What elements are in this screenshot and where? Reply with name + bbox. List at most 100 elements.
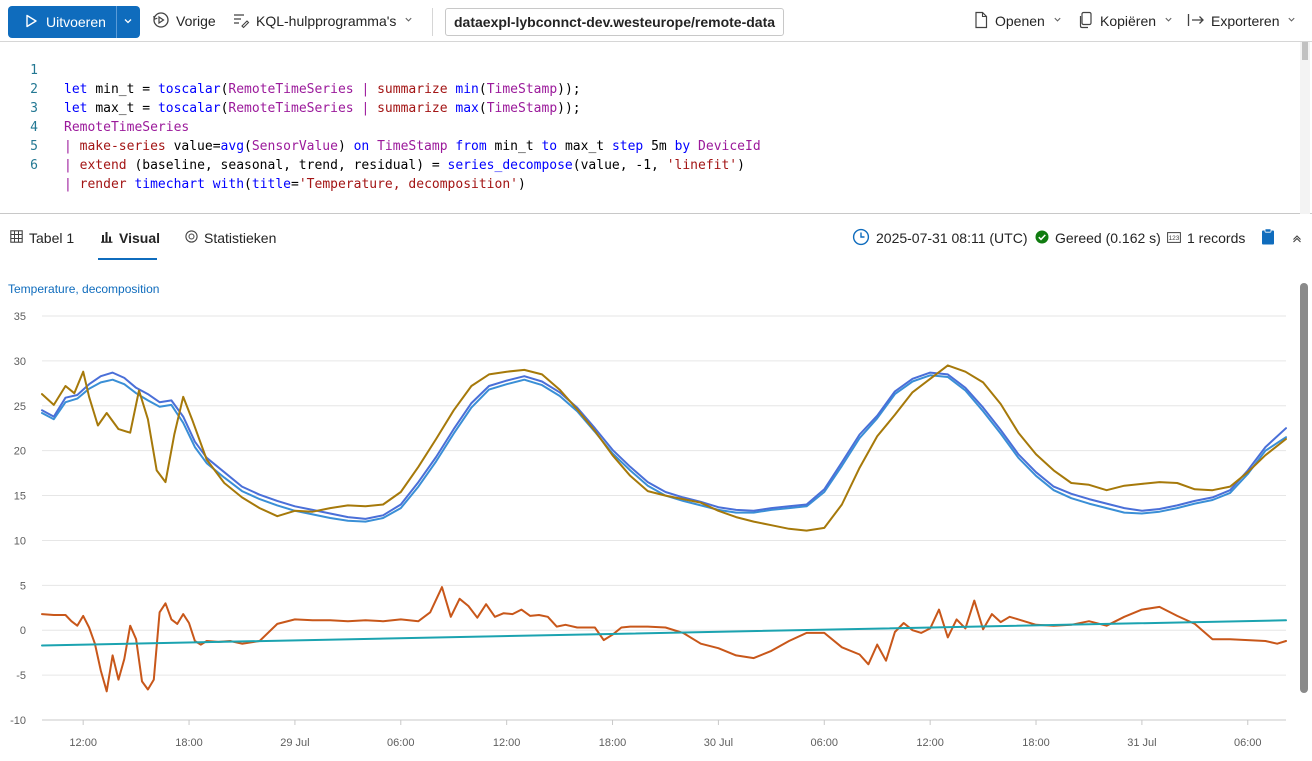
code-text: | render timechart with(title='Temperatu… — [64, 177, 526, 192]
code-line: 1 let min_t = toscalar(RemoteTimeSeries … — [0, 42, 580, 97]
chart-area: 35 30 25 20 15 10 5 0 -5 -10 12:00 18:00 29 Jul 06:00… — [0, 300, 1296, 761]
previous-label: Vorige — [176, 13, 216, 29]
previous-button[interactable]: Vorige — [152, 0, 216, 42]
cluster-database-selector[interactable]: dataexpl-lybconnct-dev.westeurope/remote… — [445, 8, 785, 36]
line-number: 4 — [30, 120, 38, 135]
chevron-down-icon — [404, 15, 413, 27]
export-label: Exporteren — [1211, 13, 1280, 29]
gauge-icon — [185, 230, 198, 246]
y-tick-label: 5 — [20, 580, 26, 592]
query-editor[interactable]: 1 let min_t = toscalar(RemoteTimeSeries … — [0, 42, 1312, 214]
tab-table-1[interactable]: Tabel 1 — [10, 215, 74, 261]
x-tick-label: 30 Jul — [704, 737, 733, 749]
x-tick-label: 18:00 — [175, 737, 203, 749]
open-menu[interactable]: Openen — [973, 0, 1062, 42]
query-toolbar: Uitvoeren Vorige KQL-hulpprogramma's dat… — [0, 0, 1312, 42]
x-tick-label: 06:00 — [1234, 737, 1262, 749]
history-icon — [152, 11, 170, 32]
table-icon — [10, 230, 23, 246]
x-tick-label: 18:00 — [599, 737, 627, 749]
y-tick-label: 0 — [20, 625, 26, 637]
code-line: 6 | render timechart with(title='Tempera… — [0, 137, 526, 192]
results-scrollbar[interactable] — [1298, 265, 1310, 761]
line-number: 3 — [30, 101, 38, 116]
y-tick-label: -10 — [10, 715, 26, 727]
y-tick-label: 25 — [14, 401, 26, 413]
open-label: Openen — [995, 13, 1045, 29]
y-tick-label: 20 — [14, 446, 26, 458]
chart-title: Temperature, decomposition — [8, 282, 160, 296]
chevron-down-icon — [1287, 15, 1296, 27]
x-tick-label: 06:00 — [811, 737, 839, 749]
x-tick-label: 06:00 — [387, 737, 415, 749]
kql-tools-label: KQL-hulpprogramma's — [256, 13, 397, 29]
document-icon — [973, 11, 989, 32]
clipboard-button[interactable] — [1261, 215, 1275, 261]
chevron-down-icon — [123, 13, 133, 31]
x-tick-label: 31 Jul — [1127, 737, 1156, 749]
line-number: 2 — [30, 82, 38, 97]
code-text: let min_t = toscalar(RemoteTimeSeries | … — [64, 82, 581, 97]
timechart[interactable]: 35 30 25 20 15 10 5 0 -5 -10 12:00 18:00 29 Jul 06:00… — [0, 300, 1296, 761]
x-tick-label: 18:00 — [1022, 737, 1050, 749]
export-icon — [1187, 12, 1205, 31]
code-text: let max_t = toscalar(RemoteTimeSeries | … — [64, 101, 581, 116]
collapse-results-button[interactable] — [1292, 215, 1302, 261]
code-line: 2 let max_t = toscalar(RemoteTimeSeries … — [0, 61, 580, 116]
series-line-seasonal — [41, 364, 1287, 532]
export-menu[interactable]: Exporteren — [1187, 0, 1296, 42]
kql-tools-menu[interactable]: KQL-hulpprogramma's — [232, 0, 413, 42]
copy-menu[interactable]: Kopiëren — [1078, 0, 1173, 42]
toolbar-divider — [432, 8, 433, 36]
y-tick-label: 15 — [14, 491, 26, 503]
tools-icon — [232, 11, 250, 32]
line-number: 6 — [30, 158, 38, 173]
copy-label: Kopiëren — [1100, 13, 1157, 29]
tab-statistics-label: Statistieken — [204, 230, 277, 246]
results-header: Tabel 1 Visual Statistieken 2025-07-31 0… — [0, 215, 1312, 261]
status-text: Gereed (0.162 s) — [1055, 230, 1161, 246]
y-tick-label: 30 — [14, 356, 26, 368]
series-line-value — [41, 371, 1287, 520]
bar-chart-icon — [100, 230, 113, 246]
y-tick-label: 10 — [14, 535, 26, 547]
code-line: 5 | extend (baseline, seasonal, trend, r… — [0, 118, 745, 173]
tab-visual[interactable]: Visual — [100, 215, 160, 261]
clock-icon — [852, 228, 870, 249]
run-button[interactable]: Uitvoeren — [8, 6, 116, 38]
line-number: 1 — [30, 63, 38, 78]
chevron-up-icon — [1292, 230, 1302, 246]
tab-statistics[interactable]: Statistieken — [185, 215, 276, 261]
series-line-baseline — [41, 374, 1287, 523]
chevron-down-icon — [1164, 15, 1173, 27]
number-badge-icon: 123 — [1167, 230, 1181, 246]
editor-scrollbar[interactable] — [1300, 42, 1310, 214]
clipboard-icon — [1261, 228, 1275, 248]
tab-visual-label: Visual — [119, 230, 160, 246]
tab-table-label: Tabel 1 — [29, 230, 75, 246]
active-tab-indicator — [98, 258, 157, 260]
svg-text:123: 123 — [1169, 235, 1180, 242]
check-circle-icon — [1035, 230, 1049, 247]
x-tick-label: 12:00 — [69, 737, 97, 749]
copy-icon — [1078, 11, 1094, 32]
records-text: 1 records — [1187, 230, 1246, 246]
chevron-down-icon — [1053, 15, 1062, 27]
play-icon — [24, 14, 38, 31]
y-tick-label: -5 — [16, 670, 26, 682]
run-options-dropdown[interactable] — [115, 6, 140, 38]
code-text: RemoteTimeSeries — [64, 120, 190, 135]
code-text: | make-series value=avg(SensorValue) on … — [64, 139, 761, 154]
y-tick-label: 35 — [14, 311, 26, 323]
code-text: | extend (baseline, seasonal, trend, res… — [64, 158, 745, 173]
query-timestamp: 2025-07-31 08:11 (UTC) — [852, 215, 1027, 261]
x-tick-label: 29 Jul — [280, 737, 309, 749]
code-line: 4 | make-series value=avg(SensorValue) o… — [0, 99, 761, 154]
x-tick-label: 12:00 — [916, 737, 944, 749]
record-count: 123 1 records — [1167, 215, 1245, 261]
code-line: 3 RemoteTimeSeries — [0, 80, 189, 135]
series-line-residual — [41, 586, 1287, 693]
x-tick-label: 12:00 — [493, 737, 521, 749]
run-button-group: Uitvoeren — [8, 6, 140, 38]
query-status: Gereed (0.162 s) — [1035, 215, 1161, 261]
